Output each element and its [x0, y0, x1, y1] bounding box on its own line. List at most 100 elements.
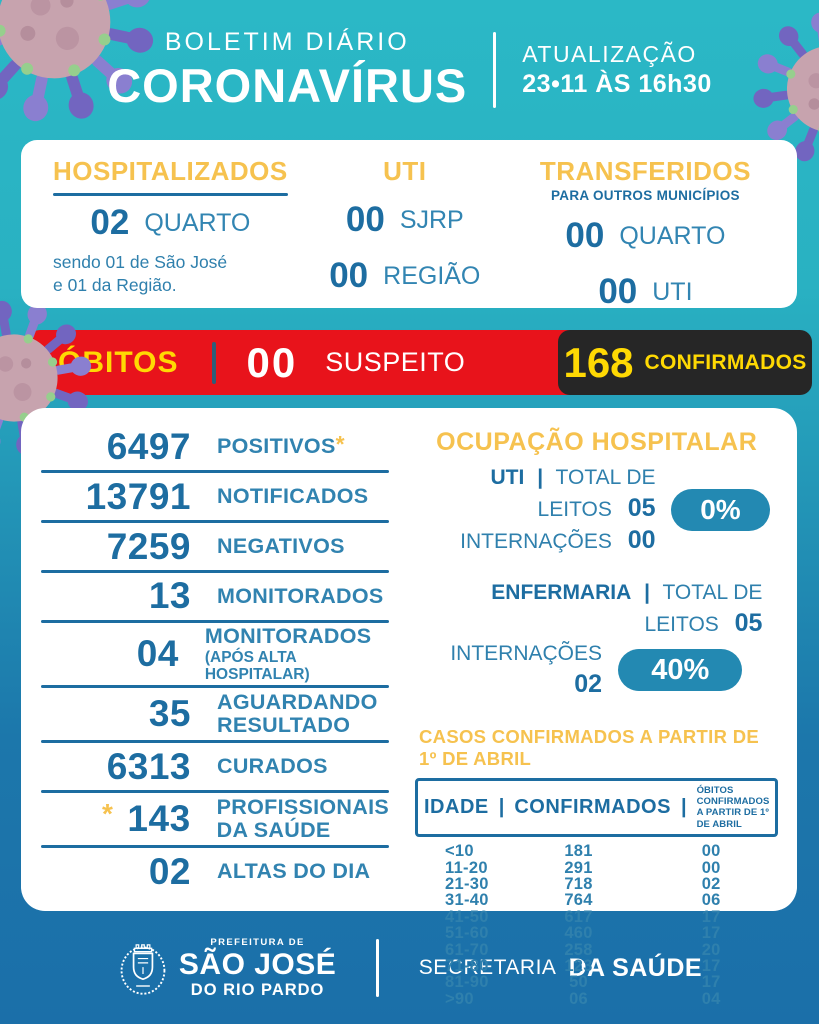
notificados-label: NOTIFICADOS [217, 483, 369, 508]
enfermaria-beds-value: 05 [734, 608, 763, 637]
uti-sjrp-label: SJRP [399, 205, 464, 234]
transferidos-title: TRANSFERIDOS [539, 156, 751, 186]
divider [53, 193, 288, 196]
asterisk-marker: * [335, 431, 345, 458]
uti-admissions-label: INTERNAÇÕES [460, 529, 612, 553]
enfermaria-admissions-label: INTERNAÇÕES [450, 641, 602, 665]
secretaria-name: DA SAÚDE [568, 953, 703, 982]
hospitalizados-label: QUARTO [144, 208, 251, 237]
monitorados-alta-value: 04 [136, 633, 179, 675]
monitorados-value: 13 [148, 575, 191, 617]
enfermaria-admissions-value: 02 [574, 669, 602, 698]
uti-sjrp-value: 00 [345, 200, 385, 239]
uti-beds-value: 05 [627, 493, 656, 522]
profissionais-label-line2: DA SAÚDE [216, 818, 331, 843]
secretaria-block: SECRETARIA DA SAÚDE [419, 954, 702, 983]
bulletin-title: CORONAVÍRUS [107, 58, 468, 112]
deaths-confirmed-section: 168 CONFIRMADOS [558, 330, 812, 395]
monitorados-alta-sublabel: (APÓS ALTA HOSPITALAR) [204, 648, 310, 683]
table-row: 61-70 258 20 [445, 940, 721, 959]
profissionais-label-line1: PROFISSIONAIS [216, 794, 389, 819]
note-line-2: e 01 da Região. [53, 274, 177, 295]
update-block: ATUALIZAÇÃO 23•11 ÀS 16h30 [522, 41, 712, 99]
negativos-label: NEGATIVOS [217, 533, 345, 558]
transferidos-uti-value: 00 [598, 272, 638, 311]
curados-label: CURADOS [217, 754, 328, 779]
suspect-deaths-value: 00 [246, 338, 298, 386]
confirmed-deaths-label: CONFIRMADOS [644, 350, 807, 374]
city-logo-text: PREFEITURA DE SÃO JOSÉ DO RIO PARDO [179, 938, 336, 998]
stat-row-curados: 6313 CURADOS [41, 746, 389, 788]
col-deaths-header: ÓBITOS CONFIRMADOS A PARTIR DE 1º DE ABR… [696, 784, 770, 830]
hospitalizados-title: HOSPITALIZADOS [53, 156, 288, 186]
occupancy-column: OCUPAÇÃO HOSPITALAR UTI | TOTAL DE LEITO… [389, 422, 780, 1007]
uti-column: UTI 00 SJRP 00 REGIÃO [314, 156, 496, 298]
stat-row-negativos: 7259 NEGATIVOS [41, 526, 389, 568]
footer: PREFEITURA DE SÃO JOSÉ DO RIO PARDO SECR… [0, 912, 819, 1024]
logo-prefeitura-label: PREFEITURA DE [210, 937, 305, 948]
enfermaria-beds-label: TOTAL DE LEITOS [644, 580, 763, 636]
age-table-header: IDADE | CONFIRMADOS | ÓBITOS CONFIRMADOS… [415, 777, 779, 838]
divider [41, 520, 389, 524]
occupancy-title: OCUPAÇÃO HOSPITALAR [436, 428, 758, 456]
table-row: <10 181 00 [445, 842, 721, 861]
aguardando-value: 35 [148, 693, 191, 735]
suspect-deaths-label: SUSPEITO [325, 347, 466, 377]
secretaria-label: SECRETARIA [418, 956, 557, 979]
note-line-1: sendo 01 de São José [53, 252, 228, 272]
stat-row-altas: 02 ALTAS DO DIA [41, 851, 389, 893]
uti-occupancy-percent: 0% [670, 489, 771, 532]
stat-row-positivos: 6497 POSITIVOS* [41, 426, 389, 468]
footer-divider [376, 939, 379, 997]
transferidos-quarto-value: 00 [565, 216, 605, 255]
stat-row-monitorados: 13 MONITORADOS [41, 575, 389, 617]
pipe-separator: | [498, 795, 505, 818]
uti-row-regiao: 00 REGIÃO [314, 253, 496, 299]
update-datetime: 23•11 ÀS 16h30 [522, 70, 712, 98]
table-row: >90 06 04 [445, 989, 721, 1008]
uti-occupancy-block: UTI | TOTAL DE LEITOS 05 INTERNAÇÕES 00 … [415, 465, 778, 556]
hospitalization-card: HOSPITALIZADOS 02 QUARTO sendo 01 de São… [21, 140, 797, 311]
divider [41, 470, 389, 474]
divider [41, 845, 389, 849]
logo-city-name: SÃO JOSÉ [178, 947, 337, 981]
bulletin-supertitle: BOLETIM DIÁRIO [164, 27, 410, 56]
hospitalizados-row: 02 QUARTO [53, 200, 288, 246]
aguardando-label-line2: RESULTADO [217, 713, 351, 738]
hospitalizados-value: 02 [90, 203, 130, 242]
table-row: 51-60 460 17 [445, 924, 721, 943]
table-row: 31-40 764 06 [445, 891, 721, 910]
altas-value: 02 [148, 850, 191, 892]
stat-row-notificados: 13791 NOTIFICADOS [41, 476, 389, 518]
case-stats-column: 6497 POSITIVOS* 13791 NOTIFICADOS 7259 N… [41, 422, 389, 899]
monitorados-alta-label: MONITORADOS [204, 624, 372, 649]
header: BOLETIM DIÁRIO CORONAVÍRUS ATUALIZAÇÃO 2… [0, 0, 819, 140]
transferidos-row-uti: 00 UTI [522, 269, 769, 315]
positivos-value: 6497 [106, 426, 191, 467]
deaths-divider [212, 341, 217, 384]
profissionais-value: 143 [127, 798, 191, 840]
uti-regiao-value: 00 [329, 256, 369, 295]
enfermaria-occupancy-block: ENFERMARIA | TOTAL DE LEITOS 05 INTERNAÇ… [415, 580, 778, 700]
uti-beds-label: TOTAL DE LEITOS [537, 466, 656, 521]
stat-row-aguardando: 35 AGUARDANDO RESULTADO [41, 690, 389, 738]
hospitalizados-column: HOSPITALIZADOS 02 QUARTO sendo 01 de São… [53, 156, 288, 298]
confirmed-deaths-value: 168 [563, 338, 634, 386]
enfermaria-occupancy-percent: 40% [618, 649, 743, 692]
altas-label: ALTAS DO DIA [217, 858, 371, 883]
header-divider [493, 32, 497, 108]
curados-value: 6313 [106, 745, 191, 787]
deaths-suspect-section: ÓBITOS 00 SUSPEITO [28, 330, 584, 395]
transferidos-column: TRANSFERIDOS PARA OUTROS MUNICÍPIOS 00 Q… [522, 156, 769, 311]
age-table-title: CASOS CONFIRMADOS A PARTIR DE 1º DE ABRI… [419, 725, 759, 769]
age-table-body: <10 181 00 11-20 291 00 21-30 718 02 31-40 764 0… [415, 842, 778, 1008]
positivos-label: POSITIVOS [217, 434, 336, 459]
transferidos-quarto-label: QUARTO [619, 221, 726, 250]
table-row: 41-50 617 17 [445, 907, 721, 926]
transferidos-uti-label: UTI [652, 277, 693, 306]
uti-admissions-value: 00 [627, 525, 656, 554]
transferidos-subtitle: PARA OUTROS MUNICÍPIOS [550, 188, 740, 203]
deaths-title: ÓBITOS [58, 345, 179, 379]
table-row: 71-80 123 17 [445, 957, 721, 976]
